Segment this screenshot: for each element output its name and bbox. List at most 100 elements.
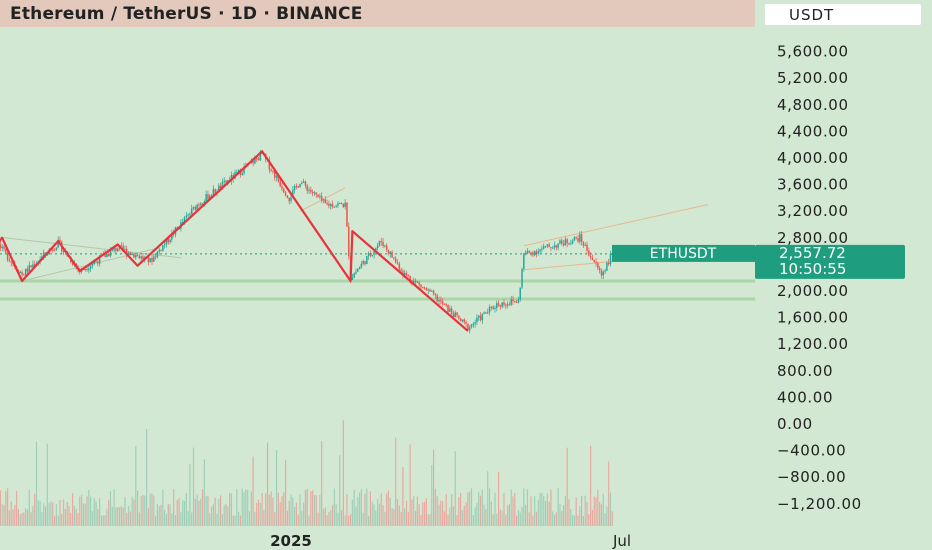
volume-bar <box>62 499 65 526</box>
volume-bar <box>299 494 301 526</box>
volume-bar <box>366 488 368 526</box>
volume-bar <box>427 514 429 526</box>
candle-body <box>255 158 258 160</box>
candle-body <box>494 307 496 309</box>
candle-body <box>403 272 406 275</box>
candle-body <box>317 194 319 197</box>
volume-bar <box>270 491 272 526</box>
candle-body <box>532 252 534 256</box>
volume-bar <box>384 511 386 526</box>
candle-body <box>147 256 150 263</box>
volume-bar <box>487 471 489 526</box>
volume-bar <box>274 512 276 526</box>
volume-bar <box>510 489 512 526</box>
volume-bar <box>26 509 29 526</box>
volume-bar <box>476 503 478 526</box>
y-tick-label: 4,000.00 <box>777 149 849 167</box>
candle-body <box>445 304 447 306</box>
volume-bar <box>481 489 483 526</box>
candle-body <box>499 305 502 307</box>
candle-body <box>297 186 299 188</box>
candle-body <box>135 255 137 258</box>
candle-body <box>183 217 186 222</box>
candle-body <box>378 241 381 246</box>
volume-bar <box>418 504 420 526</box>
volume-bar <box>606 506 608 526</box>
volume-bar <box>149 493 151 526</box>
candle-body <box>600 270 603 276</box>
volume-bar <box>496 513 498 526</box>
volume-bar <box>434 488 436 526</box>
volume-bar <box>174 515 177 526</box>
candle-body <box>355 271 357 274</box>
volume-bar <box>263 510 265 526</box>
candle-body <box>28 265 31 272</box>
candle-body <box>526 250 529 254</box>
candle-body <box>142 256 144 260</box>
volume-bar <box>331 505 334 526</box>
volume-bar <box>324 507 326 526</box>
volume-bar <box>167 503 169 526</box>
candle-body <box>568 243 570 245</box>
volume-bar <box>209 513 211 526</box>
candle-body <box>360 263 363 268</box>
volume-bar <box>12 509 14 526</box>
volume-bar <box>3 505 5 526</box>
time-axis[interactable]: 2025 Jul <box>270 532 631 550</box>
volume-bar <box>488 488 491 526</box>
candle-body <box>125 248 128 255</box>
volume-bar <box>368 515 370 526</box>
volume-bar <box>474 507 476 526</box>
volume-bar <box>346 494 348 526</box>
volume-bar <box>526 489 529 526</box>
candle-body <box>55 247 58 250</box>
candle-body <box>562 243 565 246</box>
volume-bar <box>183 500 186 526</box>
volume-bar <box>508 504 511 526</box>
volume-bar <box>340 510 343 526</box>
candle-body <box>268 159 271 170</box>
volume-bar <box>445 493 447 526</box>
candle-body <box>427 289 429 291</box>
volume-bar <box>514 492 516 526</box>
volume-bar <box>438 504 440 526</box>
volume-bar <box>561 511 563 526</box>
candle-body <box>277 175 280 182</box>
volume-bar <box>84 503 86 526</box>
candle-body <box>203 201 206 204</box>
volume-bar <box>241 488 243 526</box>
volume-bar <box>597 489 599 526</box>
candle-body <box>447 304 449 312</box>
candle-body <box>308 189 310 191</box>
candle-body <box>559 240 561 244</box>
price-axis[interactable]: 5,600.00 5,200.00 4,800.00 4,400.00 4,000.00… <box>777 43 862 513</box>
candle-body <box>470 324 473 328</box>
candle-body <box>429 289 431 292</box>
candle-body <box>497 303 500 306</box>
candle-body <box>21 272 23 275</box>
volume-bar <box>575 497 577 526</box>
volume-bar <box>100 515 103 526</box>
volume-bar <box>451 494 453 526</box>
volume-bar <box>362 512 364 526</box>
candle-body <box>26 268 29 272</box>
volume-bar <box>431 464 433 526</box>
volume-bar <box>158 506 160 526</box>
volume-bar <box>91 511 94 526</box>
candle-body <box>88 268 90 271</box>
volume-bar <box>252 456 254 526</box>
candle-body <box>551 247 554 249</box>
volume-bar <box>151 493 153 526</box>
candle-body <box>597 263 599 268</box>
volume-bar <box>353 489 355 526</box>
zigzag-lines <box>0 150 469 332</box>
volume-bar <box>310 491 312 526</box>
candle-body <box>1 246 3 248</box>
volume-bar <box>28 489 30 526</box>
volume-bar <box>97 509 99 526</box>
volume-bar <box>335 504 337 526</box>
candle-body <box>351 277 354 281</box>
volume-bar <box>248 511 251 526</box>
currency-selector[interactable]: USDT <box>765 4 921 25</box>
